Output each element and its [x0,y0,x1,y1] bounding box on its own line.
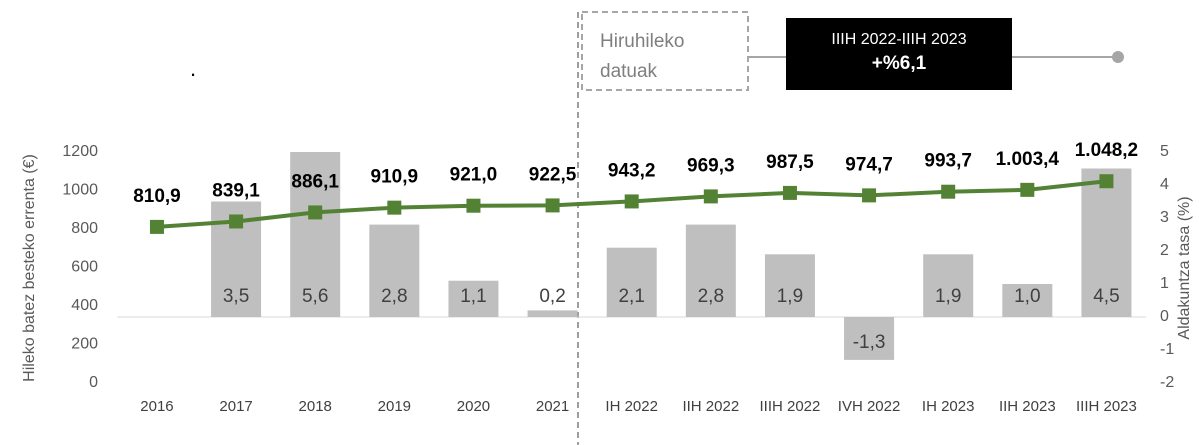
bar [606,247,657,317]
bar [527,310,578,317]
x-tick-label: 2016 [140,398,173,415]
y2-tick-label: 1 [1160,275,1169,292]
bar [685,224,736,317]
y-tick-label: 800 [71,220,98,237]
y2-tick-label: 5 [1160,143,1169,160]
highlight-value: +%6,1 [872,53,927,74]
x-tick-label: IH 2022 [605,398,658,415]
y-axis-label: Hileko batez besteko errenta (€) [21,154,38,382]
y2-tick-label: 0 [1160,308,1169,325]
highlight-title: IIIH 2022-IIIH 2023 [831,31,966,48]
marker [782,185,797,200]
bar-label: 0,2 [539,286,565,307]
y-tick-label: 0 [89,374,98,391]
y-tick-label: 1200 [62,143,98,160]
y2-tick-label: 4 [1160,176,1169,193]
x-tick-label: 2019 [378,398,411,415]
marker [149,219,164,234]
line-label: 839,1 [212,180,260,201]
bar [923,254,974,317]
connector-dot [1112,51,1124,63]
marker [229,214,244,229]
bar [1002,284,1053,317]
marker [545,198,560,213]
line-label: 1.003,4 [996,149,1060,170]
bar-label: 1,9 [777,286,803,307]
y2-axis-label: Aldakuntza tasa (%) [1176,196,1193,339]
y-tick-label: 400 [71,297,98,314]
x-tick-label: IIIH 2022 [760,398,821,415]
bar-label: -1,3 [853,332,886,353]
bar-label: 1,1 [460,286,486,307]
x-tick-label: 2021 [536,398,569,415]
line-label: 886,1 [291,171,339,192]
x-tick-label: IVH 2022 [838,398,901,415]
bar-label: 1,0 [1014,286,1040,307]
x-tick-label: IIIH 2023 [1076,398,1137,415]
bar [448,280,499,317]
x-tick-label: 2018 [299,398,332,415]
box-line: datuak [600,61,658,82]
bar-label: 4,5 [1093,286,1119,307]
bar [369,224,420,317]
marker [862,188,877,203]
quarterly-box [581,11,749,91]
line-label: 969,3 [687,155,735,176]
bar-label: 1,9 [935,286,961,307]
x-tick-label: IH 2023 [922,398,975,415]
marker [1099,174,1114,189]
bar [764,254,815,317]
bar [844,317,895,360]
bar-label: 3,5 [223,286,249,307]
bar-label: 2,8 [698,286,724,307]
marker [703,189,718,204]
line-label: 922,5 [529,164,577,185]
bars [211,152,1132,360]
y2-tick-label: 3 [1160,209,1169,226]
marker [624,194,639,209]
bar-label: 5,6 [302,286,328,307]
marker [387,200,402,215]
y2-tick-label: -2 [1160,374,1174,391]
marker [941,184,956,199]
line-label: 993,7 [924,151,972,172]
y2-tick-label: -1 [1160,341,1174,358]
line-label: 921,0 [450,165,498,186]
line-label: 987,5 [766,152,814,173]
marker [1020,182,1035,197]
x-tick-label: IIH 2023 [999,398,1056,415]
marker [308,205,323,220]
x-tick-label: 2020 [457,398,490,415]
y-tick-label: 600 [71,259,98,276]
highlight-box [786,18,1012,90]
box-line: Hiruhileko [600,31,684,52]
line-label: 1.048,2 [1075,140,1138,161]
x-tick-label: IIH 2022 [682,398,739,415]
line-label: 910,9 [371,167,419,188]
bar [290,152,341,317]
bar [1081,168,1132,317]
marker [466,198,481,213]
y-tick-label: 200 [71,336,98,353]
y-tick-label: 1000 [62,182,98,199]
dot-note: . [190,56,196,81]
line-label: 810,9 [133,186,181,207]
bar-label: 2,1 [618,286,644,307]
line-label: 943,2 [608,160,656,181]
bar-label: 2,8 [381,286,407,307]
line-label: 974,7 [845,154,893,175]
x-tick-label: 2017 [219,398,252,415]
y2-tick-label: 2 [1160,242,1169,259]
